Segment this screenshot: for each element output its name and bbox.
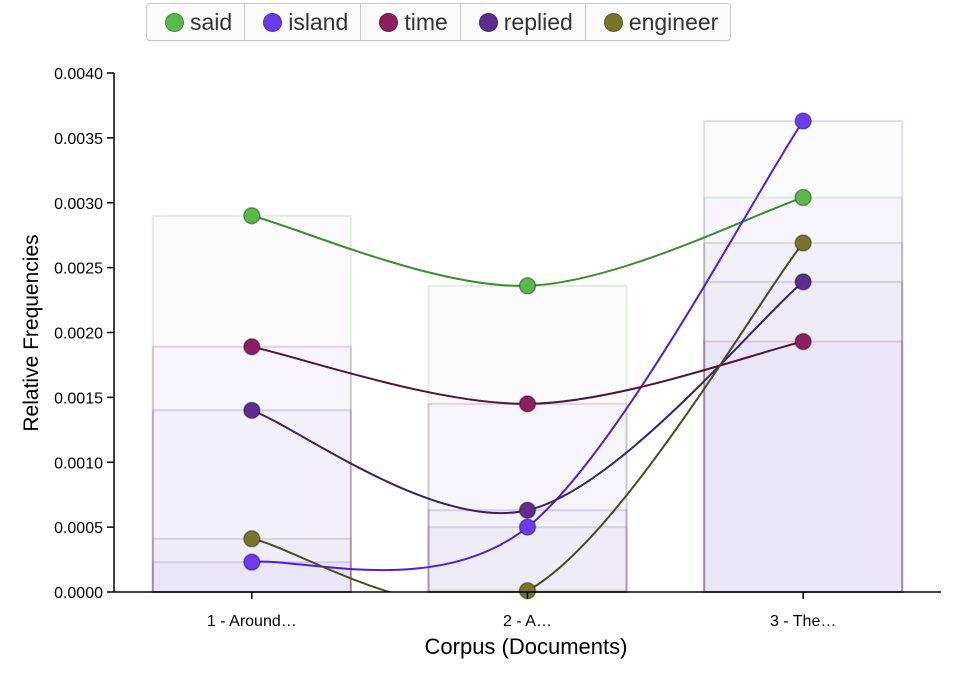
legend-swatch — [263, 12, 283, 32]
y-tick-label: 0.0010 — [54, 455, 103, 472]
y-tick-label: 0.0025 — [54, 261, 103, 278]
x-axis-label: Corpus (Documents) — [425, 634, 628, 659]
x-axis: 1 - Around… 2 - A… 3 - The… — [114, 591, 941, 630]
y-tick-label: 0.0005 — [54, 520, 103, 537]
y-tick-label: 0.0015 — [54, 390, 103, 407]
legend-swatch — [603, 12, 623, 32]
data-point-island[interactable] — [794, 112, 812, 130]
data-point-time[interactable] — [794, 332, 812, 351]
data-point-said[interactable] — [243, 206, 261, 225]
legend-label: island — [288, 8, 349, 35]
y-tick-label: 0.0030 — [54, 196, 103, 213]
y-axis-label: Relative Frequencies — [20, 234, 43, 431]
data-point-said[interactable] — [518, 277, 537, 295]
data-points — [243, 112, 812, 600]
legend: said island time replied engineer — [146, 3, 732, 41]
x-tick-label: 1 - Around… — [207, 613, 297, 630]
y-tick-label: 0.0040 — [54, 66, 103, 83]
data-point-said[interactable] — [794, 188, 812, 207]
data-point-replied[interactable] — [518, 501, 537, 520]
y-tick-label: 0.0020 — [54, 326, 103, 343]
series-line-island — [251, 120, 804, 572]
data-point-engineer[interactable] — [794, 234, 812, 252]
legend-swatch — [379, 12, 399, 32]
legend-item-engineer[interactable]: engineer — [586, 4, 731, 40]
data-point-engineer[interactable] — [243, 530, 261, 548]
data-point-island[interactable] — [518, 518, 537, 536]
data-point-island[interactable] — [243, 553, 261, 571]
bar-engineer — [703, 241, 904, 593]
legend-label: said — [190, 8, 233, 35]
legend-label: engineer — [628, 8, 719, 35]
legend-item-island[interactable]: island — [245, 4, 362, 40]
legend-item-replied[interactable]: replied — [461, 4, 586, 40]
data-point-replied[interactable] — [794, 273, 812, 291]
data-point-time[interactable] — [243, 338, 261, 356]
x-tick-label: 3 - The… — [770, 613, 836, 630]
legend-item-time[interactable]: time — [361, 4, 461, 40]
legend-swatch — [165, 12, 184, 32]
series-line-engineer — [251, 242, 804, 592]
legend-item-said[interactable]: said — [147, 4, 246, 40]
y-tick-label: 0.0035 — [54, 131, 103, 148]
legend-label: replied — [503, 8, 573, 35]
y-tick-label: 0.0000 — [54, 585, 103, 602]
x-tick-label: 2 - A… — [503, 613, 552, 630]
data-point-time[interactable] — [518, 395, 537, 413]
y-axis: 0.0000 0.0005 0.0010 0.0015 0.0020 0.0025 0.00… — [54, 66, 115, 602]
legend-swatch — [478, 12, 498, 32]
data-point-replied[interactable] — [243, 401, 261, 420]
legend-label: time — [404, 8, 448, 35]
